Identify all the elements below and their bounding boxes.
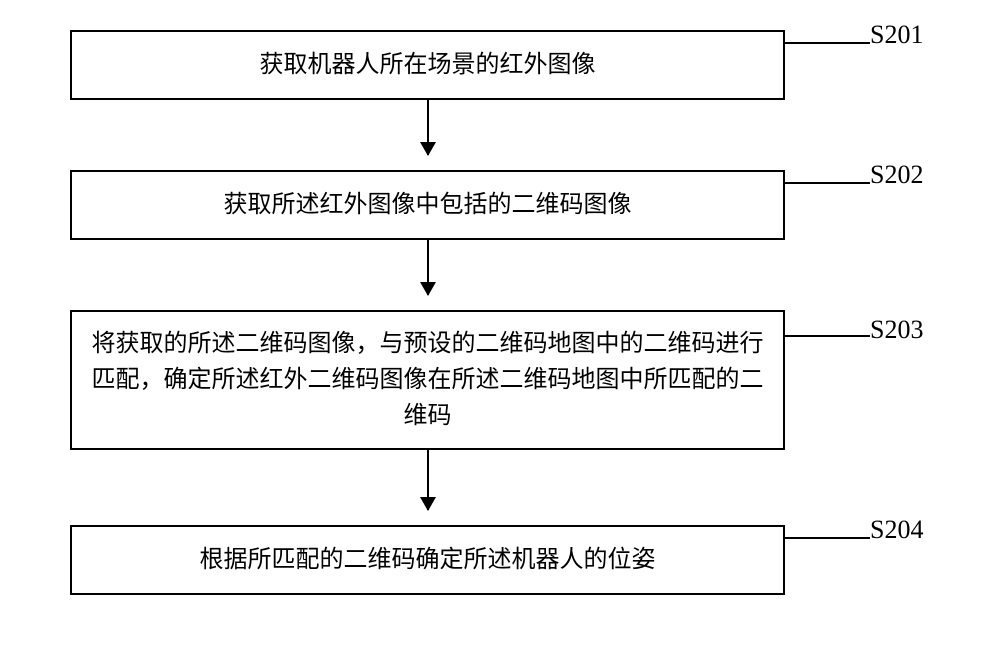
connector-3 [785, 335, 870, 337]
step-text-4: 根据所匹配的二维码确定所述机器人的位姿 [200, 542, 656, 578]
step-label-4: S204 [870, 515, 923, 545]
step-box-4: 根据所匹配的二维码确定所述机器人的位姿 [70, 525, 785, 595]
connector-1 [785, 42, 870, 44]
arrow-1 [427, 100, 429, 155]
arrow-2 [427, 240, 429, 295]
step-text-2: 获取所述红外图像中包括的二维码图像 [224, 187, 632, 223]
step-box-1: 获取机器人所在场景的红外图像 [70, 30, 785, 100]
connector-4 [785, 537, 870, 539]
connector-2 [785, 182, 870, 184]
step-text-1: 获取机器人所在场景的红外图像 [260, 47, 596, 83]
step-box-2: 获取所述红外图像中包括的二维码图像 [70, 170, 785, 240]
flowchart-container: 获取机器人所在场景的红外图像 S201 获取所述红外图像中包括的二维码图像 S2… [0, 0, 1000, 668]
step-label-3: S203 [870, 315, 923, 345]
step-label-2: S202 [870, 160, 923, 190]
step-box-3: 将获取的所述二维码图像，与预设的二维码地图中的二维码进行匹配，确定所述红外二维码… [70, 310, 785, 450]
step-label-1: S201 [870, 20, 923, 50]
arrow-3 [427, 450, 429, 510]
step-text-3: 将获取的所述二维码图像，与预设的二维码地图中的二维码进行匹配，确定所述红外二维码… [88, 326, 767, 434]
